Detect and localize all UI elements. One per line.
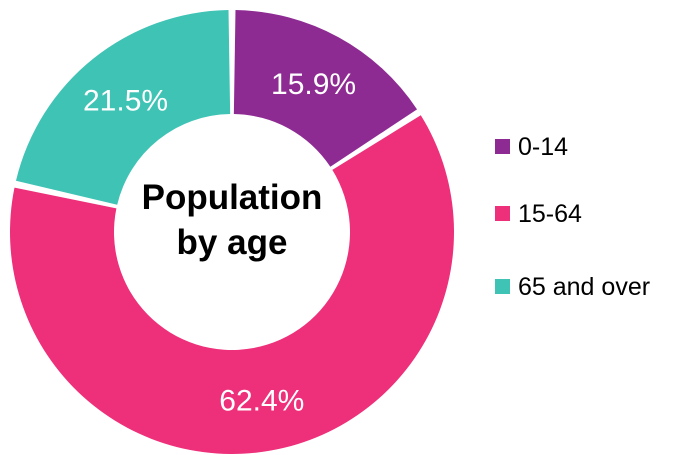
donut-slice-65-and-over — [15, 10, 231, 205]
chart-title-line-1: Population — [142, 178, 323, 217]
legend-swatch-15-64 — [495, 206, 510, 221]
legend-swatch-0-14 — [495, 139, 510, 154]
chart-title-line-2: by age — [177, 223, 288, 262]
slice-value-label-0-14: 15.9% — [271, 68, 356, 101]
slice-value-labels: 15.9% 62.4% 21.5% — [83, 68, 356, 418]
legend: 0-14 15-64 65 and over — [495, 133, 650, 301]
donut-slice-15-64 — [9, 115, 454, 454]
slice-value-label-65-and-over: 21.5% — [83, 84, 168, 117]
legend-label-15-64: 15-64 — [518, 200, 582, 228]
slice-value-label-15-64: 62.4% — [219, 384, 304, 417]
legend-swatch-65-and-over — [495, 279, 510, 294]
legend-label-65-and-over: 65 and over — [518, 273, 650, 301]
donut-slices — [9, 10, 454, 454]
donut-slice-0-14 — [233, 10, 418, 167]
legend-label-0-14: 0-14 — [518, 133, 568, 161]
